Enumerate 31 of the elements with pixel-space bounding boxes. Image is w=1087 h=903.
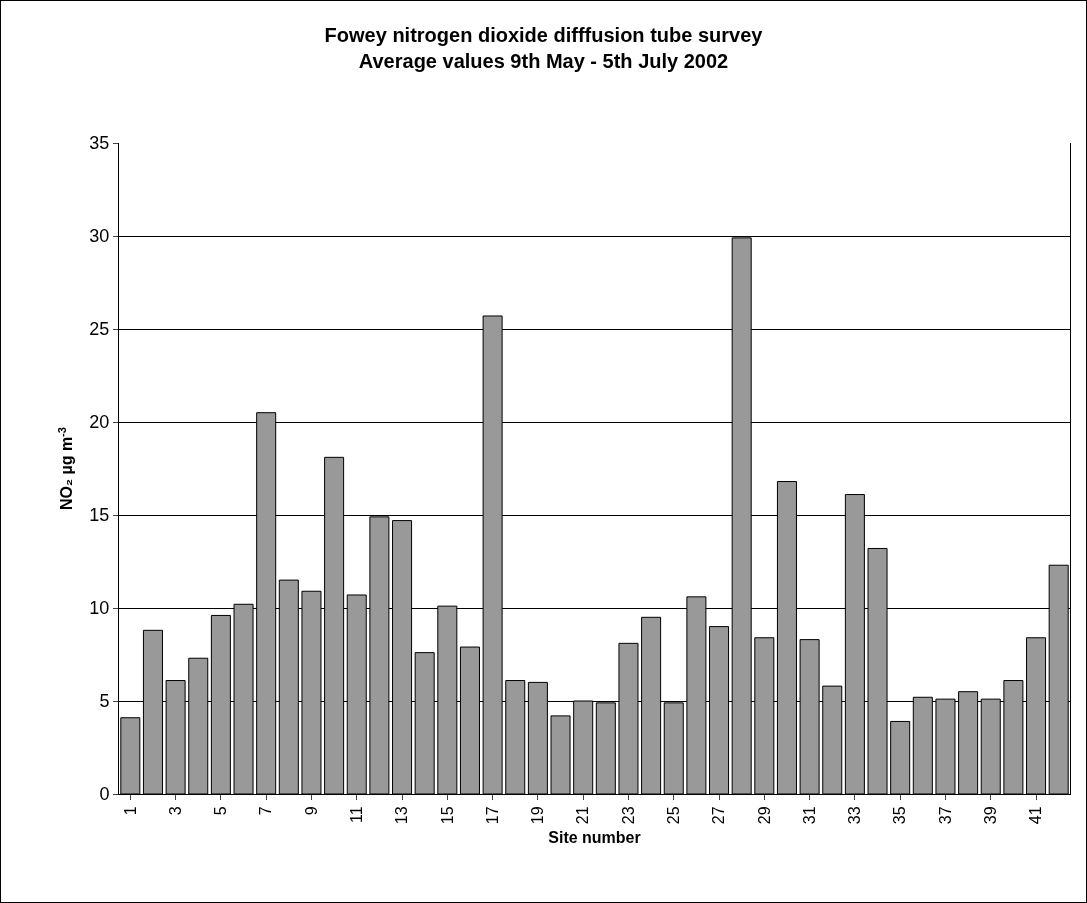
x-tick-label: 31 [800,806,818,825]
x-tick-label: 25 [664,806,682,825]
x-tick-label: 35 [891,806,909,825]
x-tick-label: 3 [166,806,184,816]
y-tick-label: 20 [89,412,110,433]
x-tick-label: 39 [981,806,999,825]
x-tick-label: 5 [212,806,230,816]
y-tick-label: 5 [99,691,110,712]
y-tick-label: 10 [89,598,110,619]
y-tick-label: 15 [89,505,110,526]
x-tick-label: 13 [393,806,411,825]
x-tick-label: 9 [302,806,320,816]
chart-title: Fowey nitrogen dioxide difffusion tube survey Average values 9th May - 5th July 2002 [324,23,764,72]
x-tick-label: 1 [121,806,139,816]
x-tick-label: 11 [347,806,365,824]
x-tick-label: 17 [483,806,501,825]
y-tick-label: 35 [89,133,110,154]
y-tick-label: 30 [89,226,110,247]
x-tick-label: 29 [755,806,773,825]
x-tick-label: 15 [438,806,456,825]
x-axis-title: Site number [548,828,641,846]
x-tick-label: 33 [846,806,864,825]
x-tick-label: 7 [257,806,275,816]
x-tick-label: 27 [710,806,728,825]
x-tick-label: 21 [574,806,592,825]
y-tick-label: 0 [99,784,110,805]
x-tick-label: 19 [529,806,547,825]
x-tick-label: 23 [619,806,637,825]
x-tick-label: 37 [936,806,954,825]
y-tick-label: 25 [89,319,110,340]
x-tick-label: 41 [1027,806,1045,825]
